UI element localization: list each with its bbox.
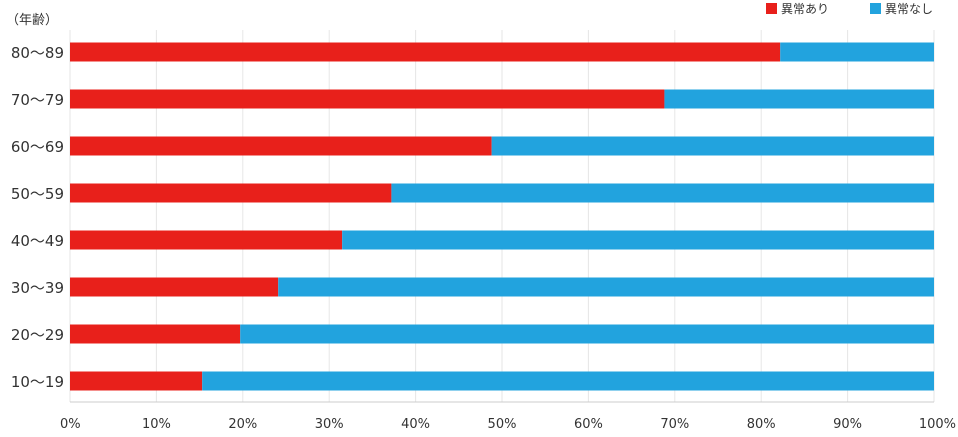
legend-label-abnormal: 異常あり (781, 2, 829, 16)
bar-abnormal (70, 230, 343, 250)
x-tick-label: 100% (919, 417, 956, 432)
x-tick-label: 0% (60, 417, 81, 432)
y-tick-label: 50〜59 (11, 185, 64, 203)
bar-normal (342, 230, 934, 250)
y-tick-label: 30〜39 (11, 279, 64, 297)
bar-abnormal (70, 183, 392, 203)
bar-normal (491, 136, 934, 156)
y-tick-label: 10〜19 (11, 373, 64, 391)
legend: 異常あり 異常なし (766, 2, 933, 16)
x-tick-label: 90% (833, 417, 862, 432)
bar-normal (240, 324, 934, 344)
bar-normal (202, 371, 934, 391)
bars (70, 42, 935, 391)
bar-normal (278, 277, 934, 297)
y-tick-label: 40〜49 (11, 232, 64, 250)
x-axis: 0% 10% 20% 30% 40% 50% 60% 70% 80% 90% 100% (60, 417, 956, 432)
bar-abnormal (70, 89, 665, 109)
bar-normal (391, 183, 935, 203)
legend-swatch-abnormal (766, 3, 777, 14)
y-tick-label: 70〜79 (11, 91, 64, 109)
bar-normal (664, 89, 934, 109)
x-tick-label: 40% (401, 417, 430, 432)
grid (69, 30, 935, 403)
legend-label-normal: 異常なし (885, 2, 933, 16)
bar-abnormal (70, 277, 279, 297)
y-tick-label: 20〜29 (11, 326, 64, 344)
x-tick-label: 70% (660, 417, 689, 432)
bar-normal (780, 42, 934, 62)
legend-swatch-normal (870, 3, 881, 14)
bar-abnormal (70, 42, 781, 62)
x-tick-label: 50% (488, 417, 517, 432)
x-tick-label: 20% (228, 417, 257, 432)
y-axis: 80〜89 70〜79 60〜69 50〜59 40〜49 30〜39 20〜29 10〜19 (11, 44, 64, 391)
bar-abnormal (70, 324, 241, 344)
x-tick-label: 60% (574, 417, 603, 432)
bar-abnormal (70, 136, 492, 156)
x-tick-label: 30% (315, 417, 344, 432)
bar-abnormal (70, 371, 203, 391)
x-tick-label: 10% (142, 417, 171, 432)
y-axis-title: （年齢） (6, 13, 58, 28)
x-tick-label: 80% (747, 417, 776, 432)
y-tick-label: 80〜89 (11, 44, 64, 62)
y-tick-label: 60〜69 (11, 138, 64, 156)
